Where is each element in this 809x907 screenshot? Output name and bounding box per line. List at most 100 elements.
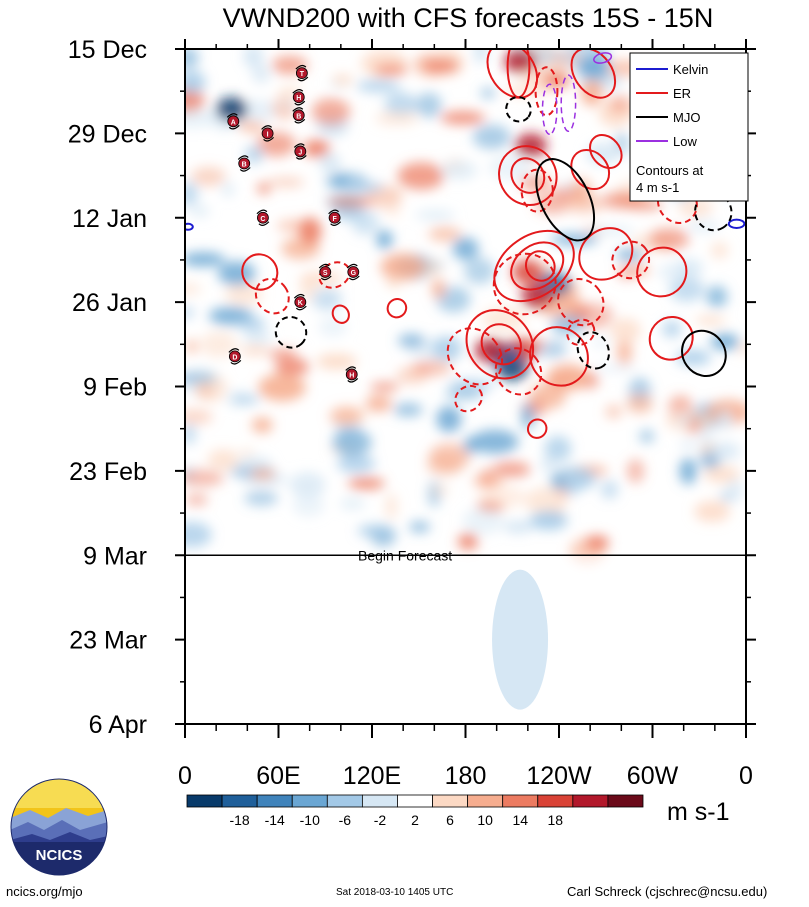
wave-contour-er xyxy=(570,148,611,191)
colorbar-tick-label: 10 xyxy=(477,812,493,828)
anomaly-blob xyxy=(196,386,214,397)
colorbar-tick-label: 2 xyxy=(411,812,419,828)
wave-contour-er xyxy=(520,168,554,213)
wave-contour-er xyxy=(492,252,557,316)
anomaly-blob xyxy=(504,84,551,96)
anomaly-blob xyxy=(474,49,488,64)
anomaly-blob xyxy=(480,87,496,99)
anomaly-blob xyxy=(415,92,442,118)
wave-contour-er xyxy=(570,49,617,99)
anomaly-blob xyxy=(332,429,372,456)
anomaly-blob xyxy=(237,457,272,468)
anomaly-blob xyxy=(436,406,462,433)
storm-arm xyxy=(294,118,306,124)
anomaly-blob xyxy=(570,177,593,205)
storm-arm xyxy=(297,76,309,82)
anomaly-blob xyxy=(463,436,480,454)
anomaly-blob xyxy=(374,63,408,76)
anomaly-blob xyxy=(426,454,463,476)
colorbar-tick-label: -2 xyxy=(374,812,387,828)
y-tick-label: 12 Jan xyxy=(72,205,147,233)
footer-timestamp: Sat 2018-03-10 1405 UTC xyxy=(336,887,454,898)
anomaly-blob xyxy=(299,217,322,245)
anomaly-blob xyxy=(385,203,401,217)
anomaly-blob xyxy=(544,435,572,462)
colorbar-cell xyxy=(432,794,469,808)
colorbar-tick-label: 14 xyxy=(512,812,528,828)
storm-arm xyxy=(293,143,305,148)
anomaly-blob xyxy=(380,253,426,281)
anomaly-blob xyxy=(316,353,358,370)
storm-arm xyxy=(318,263,330,269)
storm-arm xyxy=(292,107,304,112)
storm-label: J xyxy=(298,149,302,156)
colorbar-cell xyxy=(537,794,574,808)
anomaly-blob xyxy=(658,263,693,281)
anomaly-blob xyxy=(185,70,206,94)
legend-note-line1: Contours at xyxy=(636,163,704,178)
legend-box xyxy=(629,52,749,202)
forecast-anomaly xyxy=(492,569,549,710)
anomaly-blob xyxy=(566,474,579,497)
anomaly-blob xyxy=(191,167,226,187)
anomaly-blob xyxy=(431,363,448,373)
colorbar-tick-label: -18 xyxy=(229,812,249,828)
anomaly-blob xyxy=(471,429,519,454)
storm-dot xyxy=(292,91,305,104)
anomaly-blob xyxy=(370,382,399,392)
wave-contour-er xyxy=(446,327,504,386)
legend-label-kelvin: Kelvin xyxy=(673,62,708,77)
storm-arm xyxy=(263,136,275,142)
colorbar-tick-label: -14 xyxy=(265,812,285,828)
storm-arm xyxy=(228,348,240,353)
anomaly-blob xyxy=(384,92,418,117)
anomaly-blob xyxy=(300,274,316,301)
anomaly-blob xyxy=(217,261,256,286)
anomaly-blob xyxy=(250,468,276,480)
anomaly-blob xyxy=(616,338,632,366)
wave-contour-er xyxy=(454,384,483,413)
anomaly-blob xyxy=(311,98,351,126)
y-tick-label: 29 Dec xyxy=(68,120,147,148)
legend: Kelvin ER MJO Low Contours at 4 m s-1 xyxy=(629,52,749,202)
anomaly-blob xyxy=(385,493,398,520)
storm-arm xyxy=(261,125,273,130)
storm-arm xyxy=(228,124,240,130)
anomaly-blob xyxy=(440,111,486,125)
anomaly-blob xyxy=(431,279,445,299)
anomaly-blob xyxy=(289,472,326,498)
storm-marker: H xyxy=(345,366,359,383)
anomaly-blob xyxy=(393,403,423,417)
anomaly-blob xyxy=(478,485,526,509)
x-tick-label: 60E xyxy=(256,762,300,790)
anomaly-blob xyxy=(605,404,622,419)
y-tick-label: 23 Mar xyxy=(69,627,147,655)
anomaly-blob xyxy=(267,348,297,360)
anomaly-blob xyxy=(396,367,428,385)
storm-label: G xyxy=(351,270,357,277)
anomaly-blob xyxy=(185,521,212,548)
colorbar-cell xyxy=(221,794,258,808)
anomaly-blob xyxy=(244,490,279,506)
anomaly-blob xyxy=(610,318,641,343)
footer-author: Carl Schreck (cjschrec@ncsu.edu) xyxy=(567,884,768,899)
anomaly-blob xyxy=(189,205,210,217)
anomaly-blob xyxy=(332,74,353,86)
wave-contour-er xyxy=(611,240,651,280)
storm-arm xyxy=(292,89,304,94)
anomaly-blob xyxy=(639,429,655,443)
storm-marker: C xyxy=(256,209,270,226)
y-tick-label: 15 Dec xyxy=(68,36,147,64)
anomaly-blob xyxy=(738,342,746,355)
storm-marker: A xyxy=(226,113,240,130)
wave-contour-er xyxy=(557,277,605,327)
storm-label: B xyxy=(242,162,247,169)
anomaly-blob xyxy=(452,237,479,260)
anomaly-blob xyxy=(329,406,362,426)
storm-markers: T H B A I J B C F S G K D H xyxy=(226,64,360,383)
anomaly-blob xyxy=(694,500,731,523)
storm-label: I xyxy=(267,131,269,138)
x-tick-label: 120E xyxy=(343,762,401,790)
x-tick-label: 120W xyxy=(526,762,592,790)
storm-arm xyxy=(320,275,332,281)
